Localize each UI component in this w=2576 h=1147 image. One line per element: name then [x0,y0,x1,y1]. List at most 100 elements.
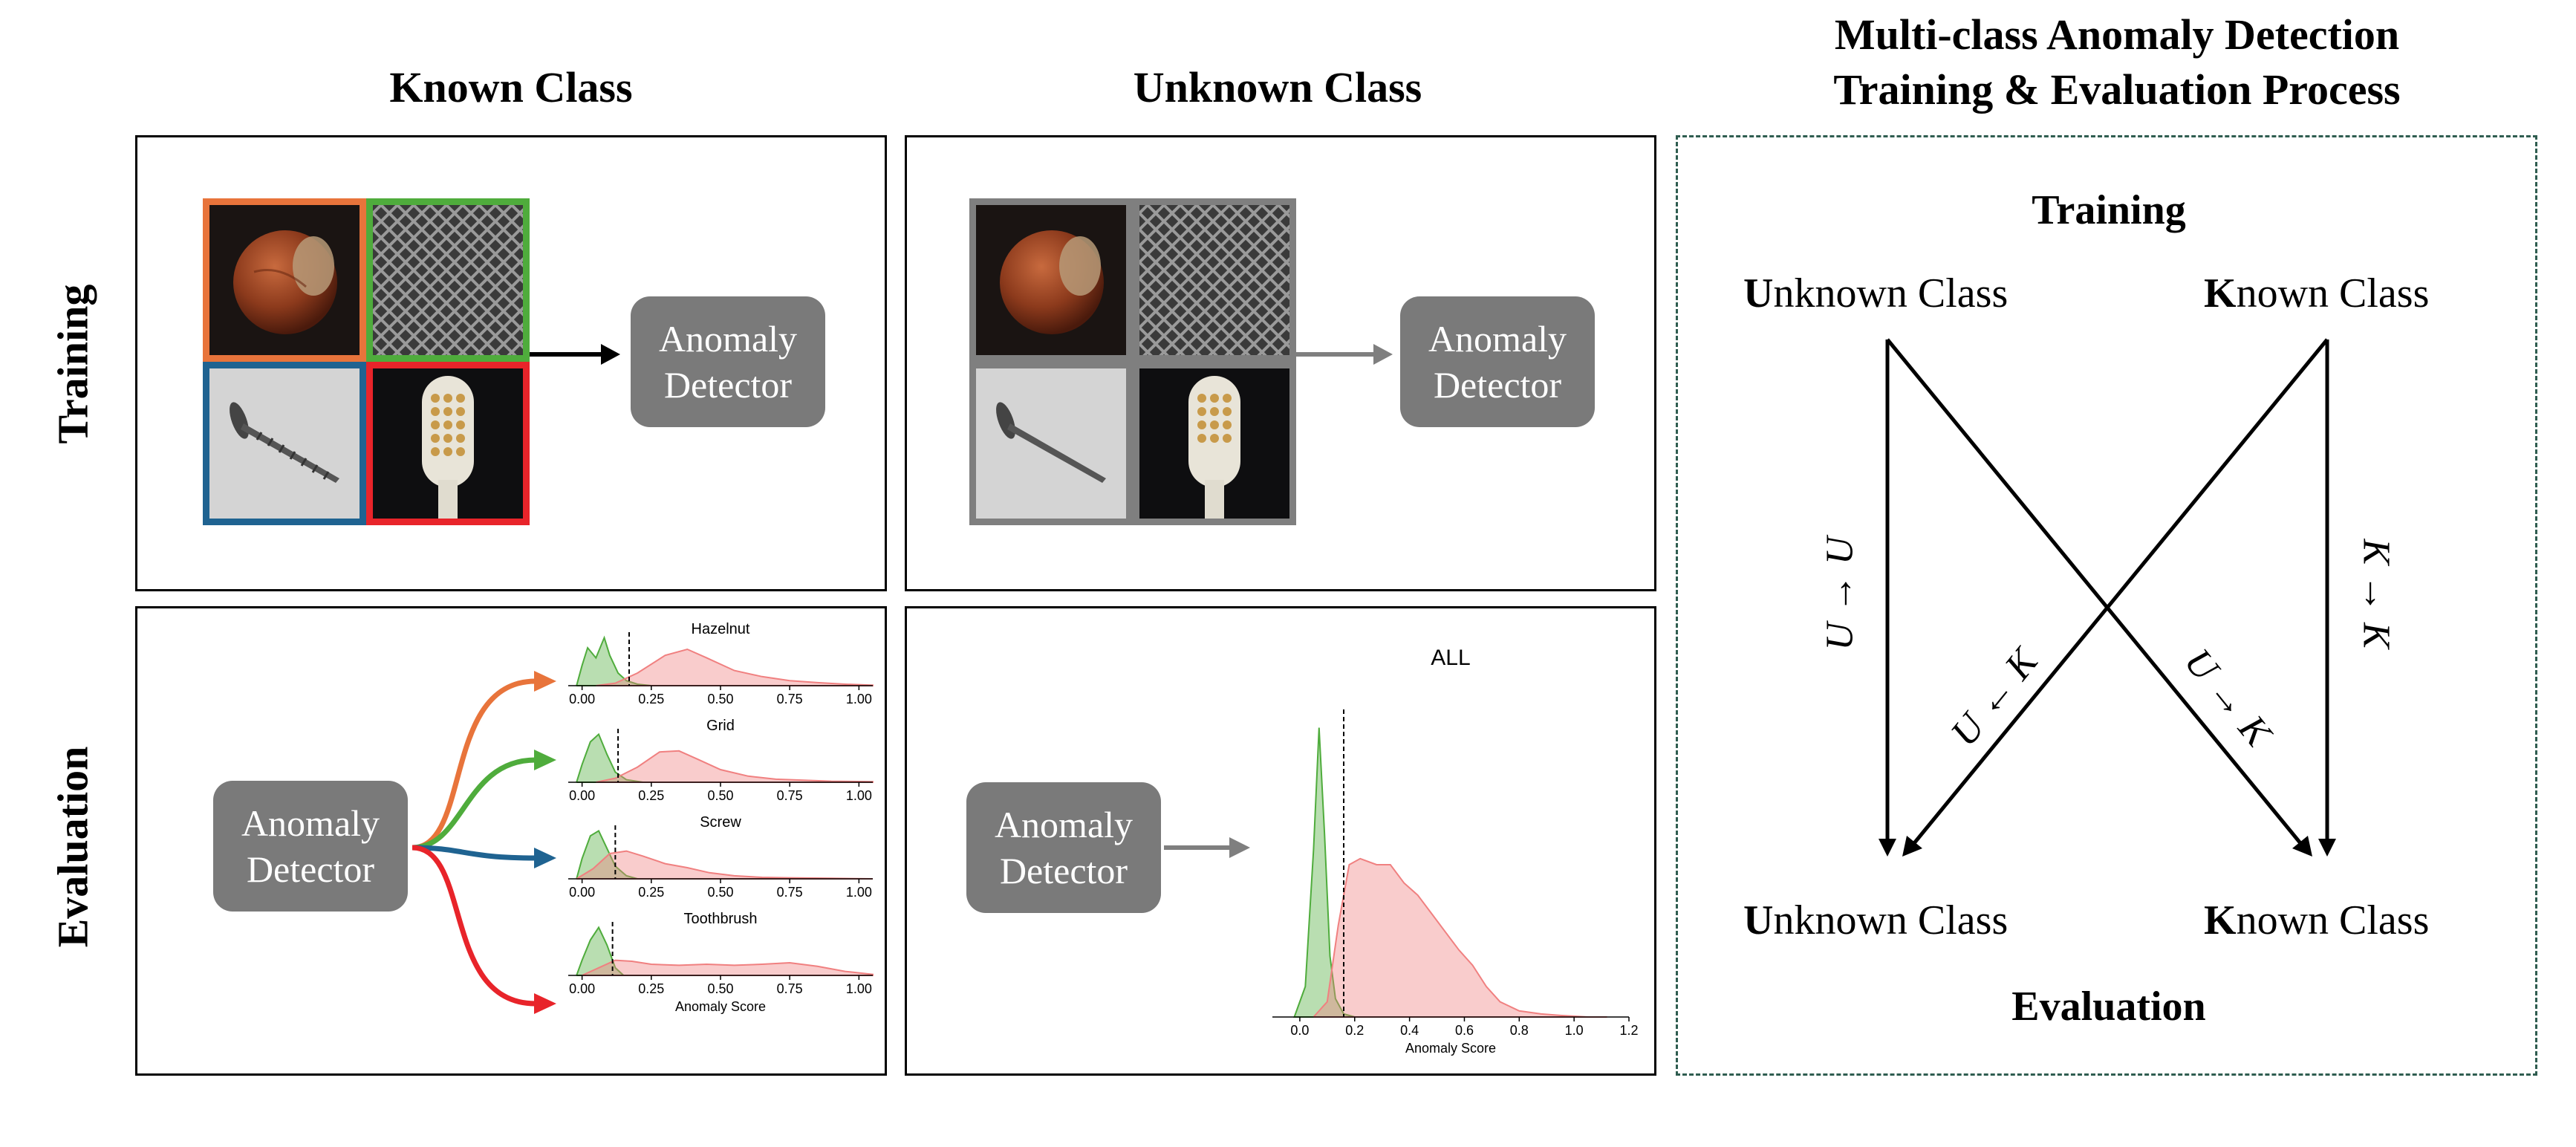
tile-hazelnut [203,198,366,362]
x-tick-label: 0.00 [569,981,595,996]
panel-unknown-training: Anomaly Detector [905,135,1656,591]
x-tick-label: 1.0 [1565,1023,1584,1038]
node-eval-known-class: Known Class [2204,897,2429,944]
arrow-known-to-detector [530,344,620,365]
branch-arrow-grid [412,757,536,851]
x-tick-label: 0.6 [1455,1023,1474,1038]
x-tick-label: 0.00 [569,692,595,706]
node-initial: K [2204,270,2237,316]
hazelnut-image [1000,230,1104,334]
process-arrows [1879,338,2336,857]
detector-known-evaluation: Anomaly Detector [213,781,408,912]
detector-line1: Anomaly [1428,318,1567,360]
row-label-training: Training [48,284,97,444]
detector-unknown-training: Anomaly Detector [1400,296,1595,427]
process-training-label: Training [2032,187,2186,233]
screw-image [209,368,360,519]
per-class-score-charts: Hazelnut 0.00 0.25 0.50 0.75 1.00 Grid 0.00 0.25… [568,621,874,1014]
edge-label-kk: K → K [2355,539,2398,649]
row-label-evaluation: Evaluation [48,746,97,948]
x-tick-label: 0.0 [1290,1023,1309,1038]
x-tick-label: 0.50 [707,692,733,706]
x-tick-label: 0.75 [777,692,803,706]
chart-title: Hazelnut [692,621,750,637]
x-tick-label: 1.00 [846,981,872,996]
panel-process: Training Unknown Class Known Class U → U… [1676,135,2537,1076]
arrow-unknown-to-detector [1296,344,1393,365]
x-tick-label: 0.75 [777,885,803,900]
x-tick-label: 0.4 [1400,1023,1419,1038]
tile-toothbrush [366,362,530,525]
node-rest: nknown Class [1773,897,2009,943]
density-area-1 [596,648,874,686]
chart-title: Grid [706,718,735,734]
process-title-line2: Training & Evaluation Process [1833,65,2401,114]
toothbrush-image [373,368,523,519]
x-tick-label: 0.25 [638,788,664,803]
tile-toothbrush-unlabeled [1133,362,1296,525]
branch-arrows [412,671,556,1014]
header-unknown-class: Unknown Class [1133,63,1422,111]
detector-line2: Detector [1433,364,1562,406]
x-tick-label: 0.25 [638,981,664,996]
chart-title: ALL [1431,646,1470,670]
x-tick-label: 0.00 [569,788,595,803]
node-train-known-class: Known Class [2204,270,2429,317]
branch-arrow-screw [412,845,536,861]
x-tick-label: 1.00 [846,788,872,803]
panel-unknown-evaluation: Anomaly Detector ALL 0.0 0.2 0.4 0.6 0.8 1.0 1.… [905,606,1656,1076]
x-tick-label: 0.50 [707,885,733,900]
tile-grid [366,198,530,362]
tile-grid-unlabeled [1133,198,1296,362]
x-tick-label: 0.2 [1345,1023,1364,1038]
x-axis-label: Anomaly Score [1405,1041,1496,1056]
density-area-1 [582,959,874,976]
detector-line2: Detector [999,850,1128,891]
edge-ku [1913,338,2329,845]
x-tick-label: 1.2 [1619,1023,1638,1038]
branch-arrow-hazelnut [412,678,536,851]
density-chart-1: Grid 0.00 0.25 0.50 0.75 1.00 [568,718,874,803]
detector-line2: Detector [663,364,793,406]
density-area-1 [596,750,874,783]
x-tick-label: 0.50 [707,788,733,803]
tile-screw-unlabeled [969,362,1133,525]
density-chart-3: Toothbrush 0.00 0.25 0.50 0.75 1.00 Anomaly Sc… [568,911,874,1014]
tile-screw [203,362,366,525]
density-area-1 [576,850,874,880]
edge-uk [1886,338,2302,845]
x-tick-label: 0.25 [638,692,664,706]
x-tick-label: 1.00 [846,885,872,900]
all-classes-score-chart: ALL 0.0 0.2 0.4 0.6 0.8 1.0 1.2 Anomaly Score [1272,646,1639,1056]
header-process-title: Multi-class Anomaly Detection Training &… [1679,7,2555,117]
branch-arrow-toothbrush [412,845,536,1007]
node-train-unknown-class: Unknown Class [1743,270,2008,317]
node-eval-unknown-class: Unknown Class [1743,897,2008,944]
detector-unknown-evaluation: Anomaly Detector [966,782,1161,913]
chart-title: Screw [700,814,741,831]
node-initial: U [1743,897,1774,943]
edge-label-uu: U → U [1818,536,1861,651]
process-evaluation-label: Evaluation [2011,984,2206,1030]
node-initial: U [1743,270,1774,316]
x-tick-label: 0.25 [638,885,664,900]
screw-image [976,368,1126,519]
detector-line1: Anomaly [241,802,380,844]
header-known-class: Known Class [389,63,633,111]
arrow-detector-to-chart [1164,837,1250,858]
chart-title: Toothbrush [684,911,758,927]
process-title-line1: Multi-class Anomaly Detection [1834,10,2400,59]
panel-known-evaluation: Anomaly Detector Hazelnut 0.00 0.25 0.50 0.7… [135,606,887,1076]
panel-known-training: Anomaly Detector [135,135,887,591]
node-rest: nown Class [2236,270,2430,316]
density-chart-0: Hazelnut 0.00 0.25 0.50 0.75 1.00 [568,621,874,706]
x-tick-label: 0.50 [707,981,733,996]
node-rest: nknown Class [1773,270,2009,316]
grid-image [373,205,523,355]
toothbrush-image [1139,368,1289,519]
density-chart-4: ALL 0.0 0.2 0.4 0.6 0.8 1.0 1.2 Anomaly Score [1272,646,1639,1056]
detector-line1: Anomaly [658,318,798,360]
x-tick-label: 0.00 [569,885,595,900]
grid-image [1139,205,1289,355]
detector-known-training: Anomaly Detector [631,296,825,427]
